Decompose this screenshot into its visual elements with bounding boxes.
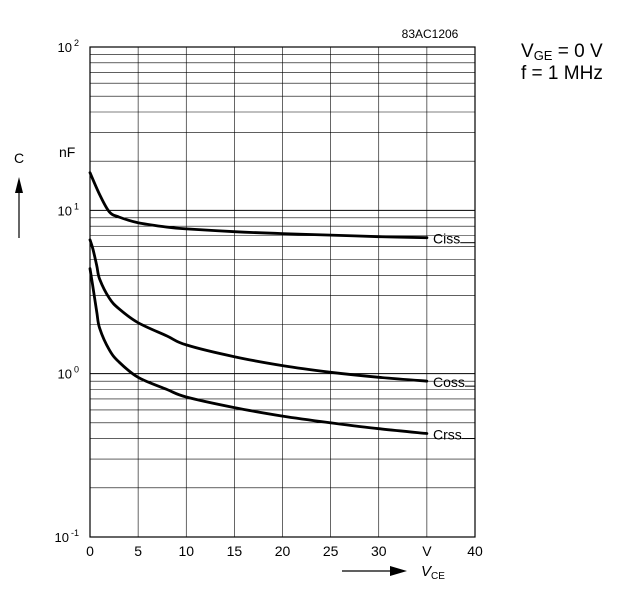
series-label-ciss: Ciss [433,231,460,247]
plot-frame [89,46,476,538]
series-label-crss: Crss [433,427,462,443]
y-tick-label: 10 2 [58,38,79,55]
series-line-crss [88,267,429,435]
figure-id: 83AC1206 [402,27,459,41]
y-tick-base: 10 [58,40,72,55]
y-tick-label: 10 -1 [55,528,79,545]
series-labels: Ciss Coss Crss [433,231,475,443]
x-tick-label: 25 [323,543,339,559]
x-tick-label: 0 [86,543,94,559]
y-tick-exponent: 1 [74,201,79,211]
y-tick-exponent: -1 [71,528,79,538]
series-line-coss [88,238,429,383]
y-tick-exponent: 0 [74,365,79,375]
grid [90,47,475,537]
y-tick-base: 10 [55,530,69,545]
y-tick-base: 10 [58,367,72,382]
y-axis-symbol: C [14,150,24,166]
y-unit-label: nF [59,144,75,160]
x-tick-label: 10 [178,543,194,559]
x-tick-label: 30 [371,543,387,559]
series-line-ciss [88,171,429,240]
x-tick-label: 20 [275,543,291,559]
gate-voltage-condition: VGE = 0 V [521,41,603,63]
x-axis-symbol: VCE [421,563,445,582]
x-tick-label: 5 [134,543,142,559]
y-axis-arrow-icon [15,177,23,238]
y-tick-label: 10 0 [58,365,79,382]
y-tick-base: 10 [58,203,72,218]
x-tick-label: 40 [467,543,483,559]
y-tick-exponent: 2 [74,38,79,48]
y-tick-label: 10 1 [58,201,79,218]
x-tick-label: V [422,543,432,559]
series-label-coss: Coss [433,374,465,390]
x-tick-labels: 0 5 10 15 20 25 30 V 40 [86,543,483,559]
x-tick-label: 15 [227,543,243,559]
frequency-condition: f = 1 MHz [521,63,603,84]
x-axis-arrow-icon [342,566,407,576]
series-lines [88,171,429,435]
